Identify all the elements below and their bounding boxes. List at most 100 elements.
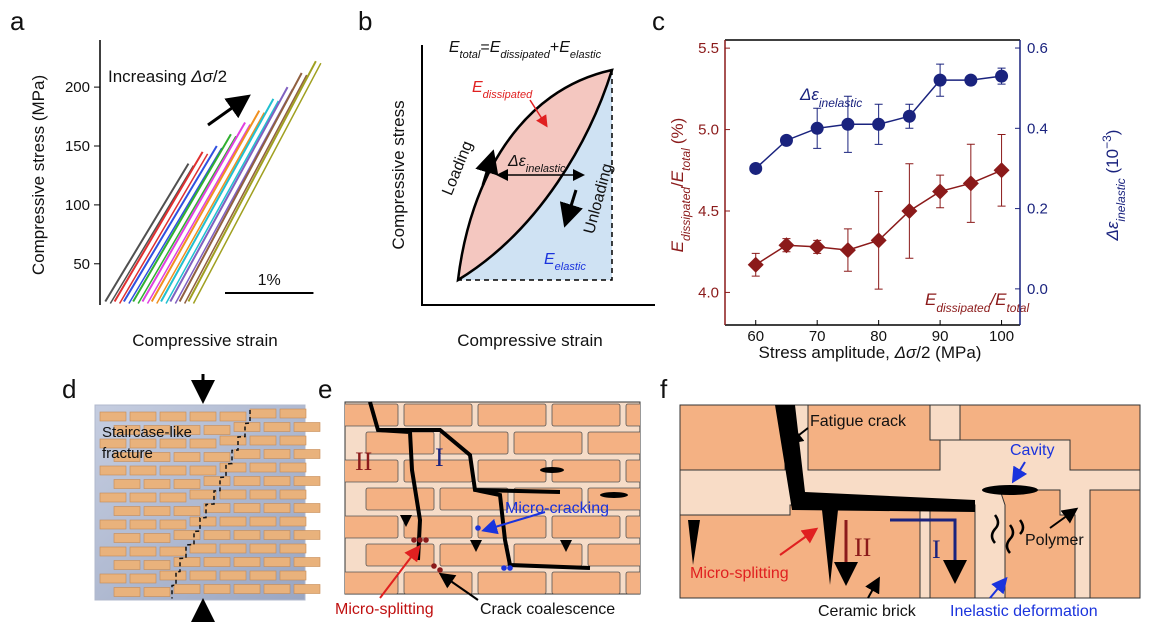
brick — [250, 409, 276, 418]
y2-tick-label: 0.2 — [1027, 201, 1048, 218]
label-part: Stress amplitude, — [759, 343, 895, 362]
x-tick-label: 60 — [747, 328, 764, 345]
y-tick-label: 200 — [65, 79, 90, 96]
brick — [100, 493, 126, 502]
panel-a: Compressive stress (MPa) Compressive str… — [29, 40, 321, 350]
panel-b: Etotal=Edissipated+Eelastic Edissipated … — [389, 39, 655, 350]
loop-line — [157, 113, 264, 304]
brick — [478, 460, 546, 482]
brick — [552, 572, 620, 594]
label: I — [435, 443, 444, 472]
loop-line — [129, 148, 222, 303]
brick — [552, 404, 620, 426]
label-part: total — [1006, 301, 1029, 315]
panel-label: e — [318, 374, 332, 404]
brick — [220, 412, 246, 421]
panel-f: Fatigue crack Cavity Polymer Micro-split… — [680, 405, 1140, 620]
brick — [478, 404, 546, 426]
brick — [264, 450, 290, 459]
label-part: dissipated — [936, 301, 990, 315]
brick — [588, 544, 656, 566]
label-part: dissipated — [679, 187, 693, 241]
brick — [250, 571, 276, 580]
marker — [778, 237, 794, 253]
annotation: Increasing Δσ/2 — [108, 67, 227, 86]
loop-line — [105, 164, 188, 302]
brick — [250, 463, 276, 472]
y2-tick-label: 0.6 — [1027, 40, 1048, 57]
brick — [144, 534, 170, 543]
label-part: (10 — [1103, 149, 1122, 178]
marker — [811, 122, 824, 135]
marker — [841, 118, 854, 131]
label: II — [854, 533, 871, 562]
brick — [294, 450, 320, 459]
dot — [475, 525, 481, 531]
brick — [404, 572, 472, 594]
loop-line — [152, 111, 259, 302]
brick — [144, 507, 170, 516]
loop-line — [161, 99, 273, 302]
brick — [220, 463, 246, 472]
brick — [174, 480, 200, 489]
brick — [294, 423, 320, 432]
brick — [190, 490, 216, 499]
y-tick-label: 150 — [65, 138, 90, 155]
panel-label: f — [660, 374, 668, 404]
brick — [250, 544, 276, 553]
brick — [130, 574, 156, 583]
brick — [294, 585, 320, 594]
brick — [100, 520, 126, 529]
brick — [280, 517, 306, 526]
label-part: Δε — [1103, 221, 1122, 241]
y-axis-label: Edissipated/Etotal(%) — [668, 118, 693, 253]
brick — [250, 436, 276, 445]
y-tick-label: 5.0 — [698, 122, 719, 139]
annotation-part: Δσ — [190, 67, 213, 86]
equation: Etotal=Edissipated+Eelastic — [449, 39, 602, 61]
brick — [294, 531, 320, 540]
marker — [994, 162, 1010, 178]
dot — [507, 565, 513, 571]
dot — [417, 537, 423, 543]
eq-part: elastic — [570, 49, 602, 61]
brick — [264, 531, 290, 540]
brick — [190, 571, 216, 580]
brick — [404, 516, 472, 538]
label-part: Δε — [507, 153, 527, 170]
label: fracture — [102, 445, 153, 462]
brick — [204, 477, 230, 486]
brick — [588, 432, 656, 454]
brick — [280, 544, 306, 553]
label-part: inelastic — [526, 163, 566, 175]
brick — [330, 572, 398, 594]
eq-part: E — [490, 39, 501, 56]
brick — [330, 404, 398, 426]
brick — [100, 466, 126, 475]
brick — [160, 547, 186, 556]
label: Inelastic deformation — [950, 603, 1098, 620]
label-part: E — [995, 290, 1007, 309]
label-part: E — [668, 240, 687, 252]
label: Cavity — [1010, 442, 1054, 459]
brick — [204, 453, 230, 462]
brick — [250, 490, 276, 499]
brick — [234, 531, 260, 540]
eq-part: = — [480, 39, 489, 56]
label-part: −3 — [1100, 135, 1114, 149]
brick — [264, 477, 290, 486]
dot — [437, 567, 443, 573]
brick — [294, 504, 320, 513]
brick — [478, 516, 546, 538]
marker — [809, 239, 825, 255]
y-tick-label: 4.5 — [698, 203, 719, 220]
loop-line — [188, 61, 315, 301]
brick — [250, 517, 276, 526]
brick — [130, 547, 156, 556]
brick — [514, 544, 582, 566]
eq-part: E — [559, 39, 570, 56]
marker — [963, 175, 979, 191]
brick — [264, 585, 290, 594]
y2-tick-label: 0.4 — [1027, 120, 1048, 137]
brick — [220, 490, 246, 499]
